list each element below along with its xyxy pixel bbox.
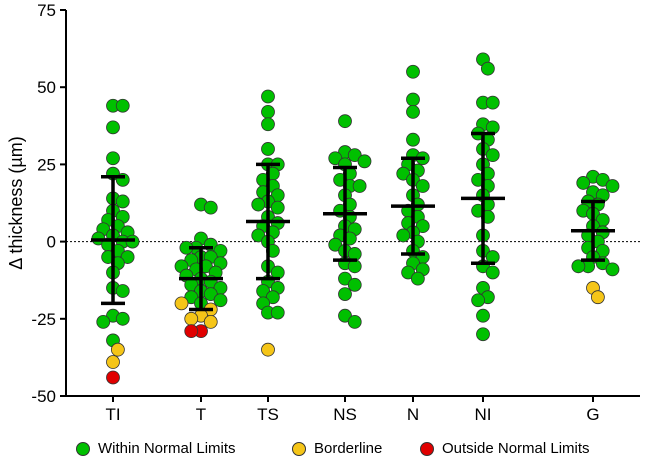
data-point	[415, 179, 430, 193]
legend-borderline: Borderline	[292, 440, 382, 457]
legend-marker-yellow	[292, 441, 306, 456]
data-point	[261, 342, 275, 357]
data-point	[406, 64, 420, 79]
legend-marker-green	[76, 441, 90, 456]
data-point	[115, 284, 130, 298]
data-point	[184, 290, 199, 305]
data-point	[251, 197, 266, 212]
data-point	[106, 151, 120, 166]
data-point	[184, 324, 199, 339]
legend-label: Outside Normal Limits	[442, 440, 590, 457]
data-point	[261, 89, 275, 104]
data-point	[115, 311, 130, 326]
data-point	[347, 277, 362, 292]
data-point	[347, 148, 362, 163]
data-point	[120, 250, 135, 264]
data-point	[595, 172, 610, 187]
data-point	[270, 200, 285, 215]
data-point	[265, 290, 280, 305]
x-tick-label: G	[586, 405, 599, 424]
data-point	[401, 265, 416, 280]
data-point	[184, 311, 199, 326]
data-point	[251, 228, 266, 243]
legend-within: Within Normal Limits	[76, 440, 236, 457]
data-point	[106, 370, 120, 385]
data-point	[485, 95, 500, 110]
y-tick-label: 25	[37, 155, 56, 174]
data-point	[174, 296, 189, 311]
plot-area: -50 -25 0 25 50 75 Δ thickness (µm) TI T TS NS N NI G	[6, 1, 640, 424]
data-point	[476, 327, 490, 342]
y-axis-label: Δ thickness (µm)	[6, 136, 26, 269]
data-point	[213, 293, 228, 308]
data-point	[328, 237, 343, 252]
data-point	[406, 105, 420, 119]
data-point	[270, 305, 285, 320]
x-tick-label: NI	[475, 405, 492, 424]
y-tick-label: 50	[37, 78, 56, 97]
legend: Within Normal Limits Borderline Outside …	[0, 440, 657, 466]
data-point	[261, 105, 275, 119]
data-point	[605, 262, 620, 277]
data-point	[410, 271, 425, 286]
data-point	[571, 259, 586, 274]
data-point	[406, 92, 420, 107]
x-tick-label: TS	[257, 405, 279, 424]
data-point	[352, 179, 367, 193]
y-tick-label: -25	[31, 310, 56, 329]
data-point	[203, 200, 218, 215]
data-point	[203, 314, 218, 329]
data-point	[590, 290, 605, 305]
data-point	[115, 98, 130, 113]
x-tick-label: NS	[333, 405, 357, 424]
data-point	[485, 148, 500, 163]
y-tick-label: -50	[31, 387, 56, 406]
data-point	[328, 151, 343, 166]
data-point	[605, 179, 620, 193]
data-point	[203, 287, 218, 301]
data-point	[261, 142, 275, 156]
x-tick-label: N	[407, 405, 419, 424]
legend-marker-red	[420, 441, 434, 456]
legend-label: Within Normal Limits	[98, 440, 236, 457]
data-point	[106, 120, 120, 135]
data-point	[357, 154, 372, 169]
x-tick-label: TI	[105, 405, 120, 424]
data-point	[471, 293, 486, 308]
data-point	[106, 355, 120, 369]
data-point	[415, 219, 430, 234]
data-point	[576, 176, 591, 190]
data-point	[96, 314, 111, 329]
data-point	[396, 166, 411, 181]
data-point	[338, 271, 352, 286]
data-point	[261, 117, 275, 132]
data-point	[115, 194, 130, 209]
legend-label: Borderline	[314, 440, 383, 457]
legend-outside: Outside Normal Limits	[420, 440, 590, 457]
x-tick-label: T	[196, 405, 206, 424]
data-point	[476, 308, 490, 323]
data-point	[347, 314, 362, 329]
data-point	[338, 114, 352, 129]
data-point	[406, 132, 420, 147]
data-point	[338, 287, 352, 301]
y-tick-label: 75	[37, 1, 56, 20]
data-point	[396, 228, 411, 243]
data-point	[480, 61, 495, 76]
data-point	[110, 342, 125, 357]
data-point	[485, 265, 500, 280]
data-point	[338, 308, 352, 323]
y-tick-label: 0	[47, 233, 56, 252]
